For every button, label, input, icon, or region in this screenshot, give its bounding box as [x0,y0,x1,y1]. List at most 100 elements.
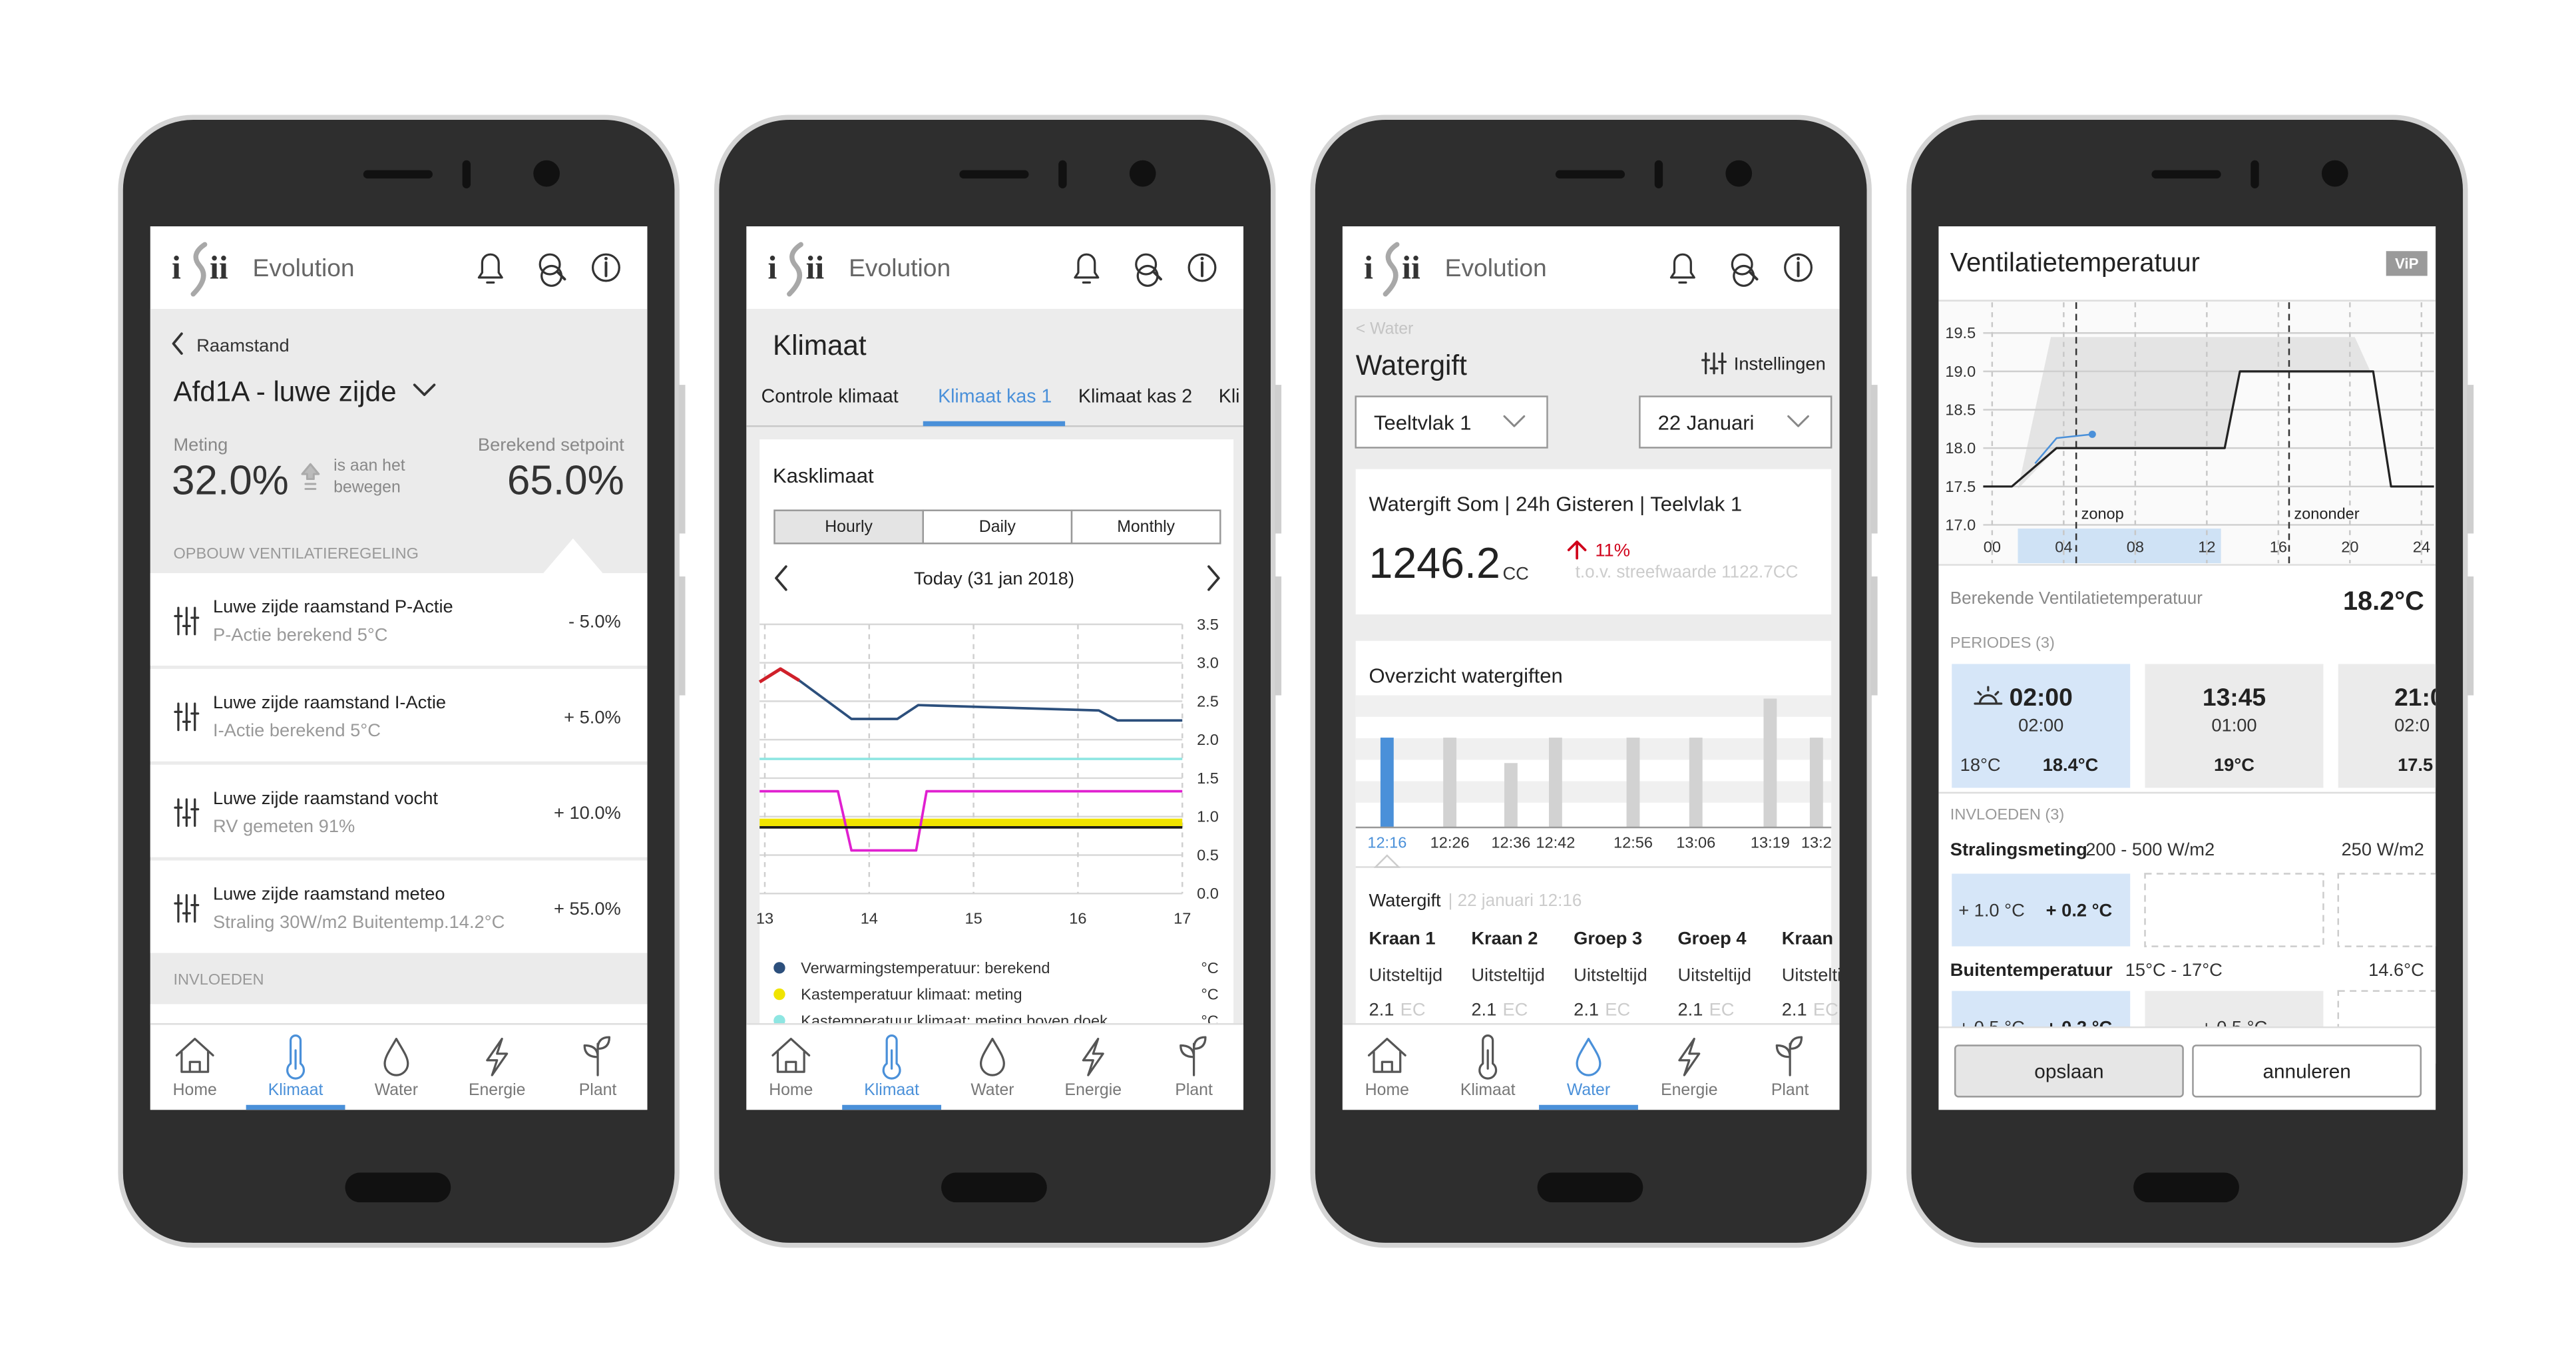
camera [2321,160,2348,187]
nav-label: Energie [1661,1081,1717,1099]
select-chevron [1787,415,1809,427]
data-line [798,679,1183,722]
period-duration: 02:0 [2394,715,2430,736]
logo: i [1364,250,1373,286]
summary-change: 11% [1595,540,1630,561]
tab[interactable]: Kli [1219,386,1240,407]
nav-item[interactable]: Plant [1771,1036,1809,1099]
period-time: 02:00 [2010,683,2073,711]
home-button [941,1172,1047,1203]
item-title: Luwe zijde raamstand I-Actie [213,692,446,712]
period-card[interactable]: 13:45 01:00 19°C [2145,664,2324,788]
period-time: 21:0 [2394,683,2444,711]
column-unit: EC [1503,999,1528,1019]
bar [1443,738,1457,828]
nav-icon [1180,1036,1207,1076]
column-value: 2.1 [1471,999,1496,1019]
legend-label: Verwarmingstemperatuur: berekend [801,959,1050,977]
nav-icon [1775,1036,1803,1076]
period-card-background [1952,664,2131,788]
list-item[interactable]: Luwe zijde raamstand vocht RV gemeten 91%… [150,764,648,857]
range-button[interactable] [773,509,924,545]
x-tick-label: 12:16 [1367,833,1406,851]
section-title: INVLOEDEN (3) [1950,805,2064,823]
nav-item[interactable]: Plant [1175,1036,1213,1099]
bar [1689,738,1703,828]
bar [1504,763,1518,828]
influence-range: 200 - 500 W/m2 [2085,839,2215,859]
nav-item[interactable]: Home [769,1037,813,1099]
list-item[interactable]: Luwe zijde raamstand meteo Straling 30W/m… [150,860,648,953]
section-title: INVLOEDEN [173,971,264,988]
axis-highlight [2018,528,2221,564]
tab[interactable]: Klimaat kas 1 [938,386,1052,407]
info-icon [604,256,608,260]
x-tick-label: 08 [2127,538,2144,555]
nav-bar [746,1024,1244,1110]
nav-item[interactable]: Energie [1661,1037,1718,1099]
select[interactable] [1355,395,1548,449]
range-button[interactable] [922,509,1073,545]
tab[interactable]: Controle klimaat [761,386,899,407]
screen-content: i ii Evolution < Water Watergift Instellingen… [1342,242,1840,1110]
speaker [2151,170,2221,179]
select[interactable] [1639,395,1832,449]
nav-label: Water [1567,1081,1610,1099]
nav-item[interactable]: Home [173,1037,217,1099]
x-tick-label: 14 [861,909,878,927]
nav-item[interactable]: Home [1365,1037,1409,1099]
item-subtitle: P-Actie berekend 5°C [213,624,388,644]
summary-value: 1246.2 [1369,539,1500,587]
nav-item[interactable]: Water [375,1037,418,1099]
period-card[interactable]: 21:0 02:0 17.5 [2338,664,2517,788]
brand-name: Evolution [1445,254,1547,282]
card-title: Watergift Som | 24h Gisteren | Teelvlak … [1369,492,1743,515]
period-card[interactable]: 02:00 02:00 18°C 18.4°C [1952,664,2131,788]
item-title: Luwe zijde raamstand P-Actie [213,596,453,616]
tab-indicator [923,421,1066,427]
nav-item[interactable]: Plant [579,1036,617,1099]
list-item[interactable]: Luwe zijde raamstand P-Actie P-Actie bere… [150,572,648,666]
item-title: Luwe zijde raamstand meteo [213,883,445,904]
nav-item[interactable]: Klimaat [246,1034,345,1110]
setpoint-range [2018,337,2372,489]
effect-extra: + 0.2 °C [2046,900,2113,921]
info-icon [1784,253,1813,282]
nav-item[interactable]: Water [1539,1037,1638,1110]
button[interactable]: opslaan [1954,1044,2184,1098]
breadcrumb: < Water [1356,320,1414,338]
influence-range: 15°C - 17°C [2125,959,2223,980]
data-line [1983,370,2434,488]
tab[interactable]: Klimaat kas 2 [1078,386,1192,407]
y-tick-label: 3.0 [1197,654,1219,672]
column-unit: EC [1709,999,1735,1019]
select-chevron [1503,415,1526,427]
side-button [678,576,686,696]
column-header: Kraan 1 [1369,928,1436,949]
settings-link[interactable]: Instellingen [1734,353,1826,373]
y-tick-label: 17.0 [1945,516,1976,533]
logo: ii [1402,250,1420,286]
x-tick-label: 16 [1069,909,1086,927]
data-line [758,667,801,684]
nav-item[interactable]: Energie [469,1037,525,1099]
x-tick-label: 12:56 [1613,833,1653,851]
period-card-background [2338,664,2436,788]
page-title: Watergift [1356,349,1467,381]
side-button [1275,385,1282,534]
range-button[interactable] [1070,509,1221,545]
influence-name: Buitentemperatuur [1950,959,2113,980]
column-label: Uitsteltijd [1369,964,1443,985]
period-time: 13:45 [2203,683,2266,711]
list-item[interactable]: Luwe zijde raamstand I-Actie I-Actie bere… [150,668,648,762]
nav-item[interactable]: Water [970,1037,1014,1099]
button[interactable]: annuleren [2192,1044,2422,1098]
column-value: 2.1 [1677,999,1703,1019]
nav-item[interactable]: Klimaat [1460,1034,1516,1099]
nav-label: Plant [1771,1081,1809,1099]
legend-swatch [773,988,785,1001]
back-icon [172,332,183,355]
nav-item[interactable]: Energie [1065,1037,1122,1099]
nav-item[interactable]: Klimaat [842,1034,942,1110]
